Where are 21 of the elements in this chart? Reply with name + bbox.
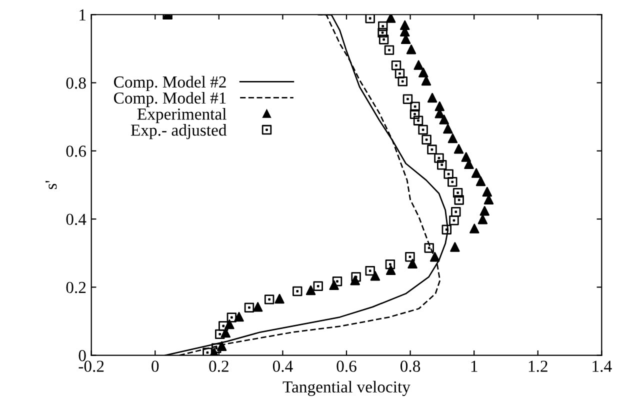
y-tick-label: 0.4 bbox=[66, 214, 86, 226]
x-tick-label: 0.2 bbox=[209, 360, 228, 372]
legend-label: Comp. Model #2 bbox=[114, 76, 226, 92]
y-tick-label: 0 bbox=[78, 350, 86, 362]
y-axis-title: s' bbox=[46, 180, 57, 190]
y-tick-label: 1 bbox=[80, 9, 86, 20]
legend-label: Exp.- adjusted bbox=[130, 124, 227, 140]
x-tick-label: 0.6 bbox=[336, 360, 356, 372]
x-tick-label: 0.8 bbox=[400, 360, 420, 372]
legend-label: Comp. Model #1 bbox=[114, 92, 226, 108]
x-tick-label: -0.2 bbox=[78, 360, 104, 372]
y-tick-label: 0.6 bbox=[66, 146, 86, 157]
y-tick-label: 0.2 bbox=[66, 282, 86, 294]
x-tick-label: 1.4 bbox=[592, 360, 612, 372]
legend-label: Experimental bbox=[137, 108, 226, 124]
x-tick-label: 1.2 bbox=[528, 360, 548, 372]
x-axis-title: Tangential velocity bbox=[282, 380, 410, 396]
x-tick-label: 0.4 bbox=[272, 360, 293, 372]
x-tick-label: 0 bbox=[152, 360, 159, 372]
x-tick-label: 1 bbox=[471, 360, 478, 372]
y-tick-label: 0.8 bbox=[66, 77, 86, 89]
